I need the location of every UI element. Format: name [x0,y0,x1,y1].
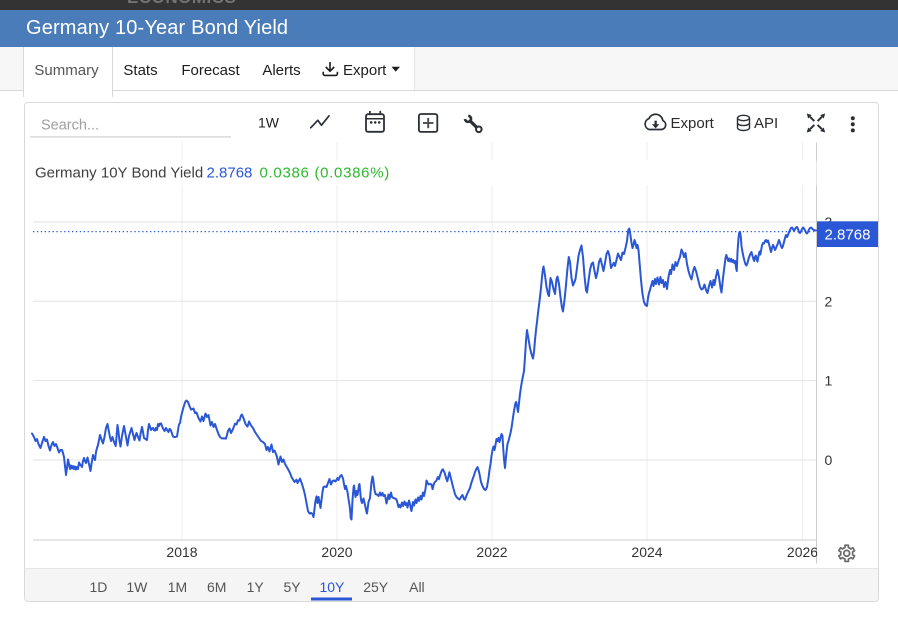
svg-text:1M: 1M [168,579,187,595]
svg-text:Export: Export [671,115,715,132]
svg-text:1D: 1D [89,579,107,595]
svg-text:6M: 6M [207,579,226,595]
svg-text:Summary: Summary [34,62,99,79]
svg-text:Search...: Search... [41,118,99,134]
svg-text:Export: Export [343,62,387,79]
svg-text:5Y: 5Y [283,579,301,595]
svg-text:Stats: Stats [123,62,157,79]
svg-text:Alerts: Alerts [262,62,300,79]
svg-text:1W: 1W [258,115,280,131]
svg-text:2026: 2026 [787,544,818,560]
svg-text:Forecast: Forecast [181,62,240,79]
svg-text:API: API [754,115,778,132]
svg-text:2022: 2022 [476,544,507,560]
svg-text:2020: 2020 [321,544,352,560]
svg-text:Germany 10Y Bond Yield: Germany 10Y Bond Yield [35,165,203,182]
svg-text:25Y: 25Y [363,579,389,595]
svg-text:2024: 2024 [631,544,662,560]
svg-text:0.0386 (0.0386%): 0.0386 (0.0386%) [260,165,390,182]
svg-text:2.8768: 2.8768 [825,226,871,243]
svg-text:1: 1 [825,373,833,389]
svg-text:1Y: 1Y [247,579,265,595]
svg-text:2.8768: 2.8768 [207,165,253,182]
svg-text:10Y: 10Y [319,579,345,595]
svg-text:2: 2 [825,293,833,309]
svg-text:2018: 2018 [166,544,197,560]
svg-text:1W: 1W [126,579,148,595]
svg-text:All: All [409,579,425,595]
svg-text:0: 0 [825,452,833,468]
